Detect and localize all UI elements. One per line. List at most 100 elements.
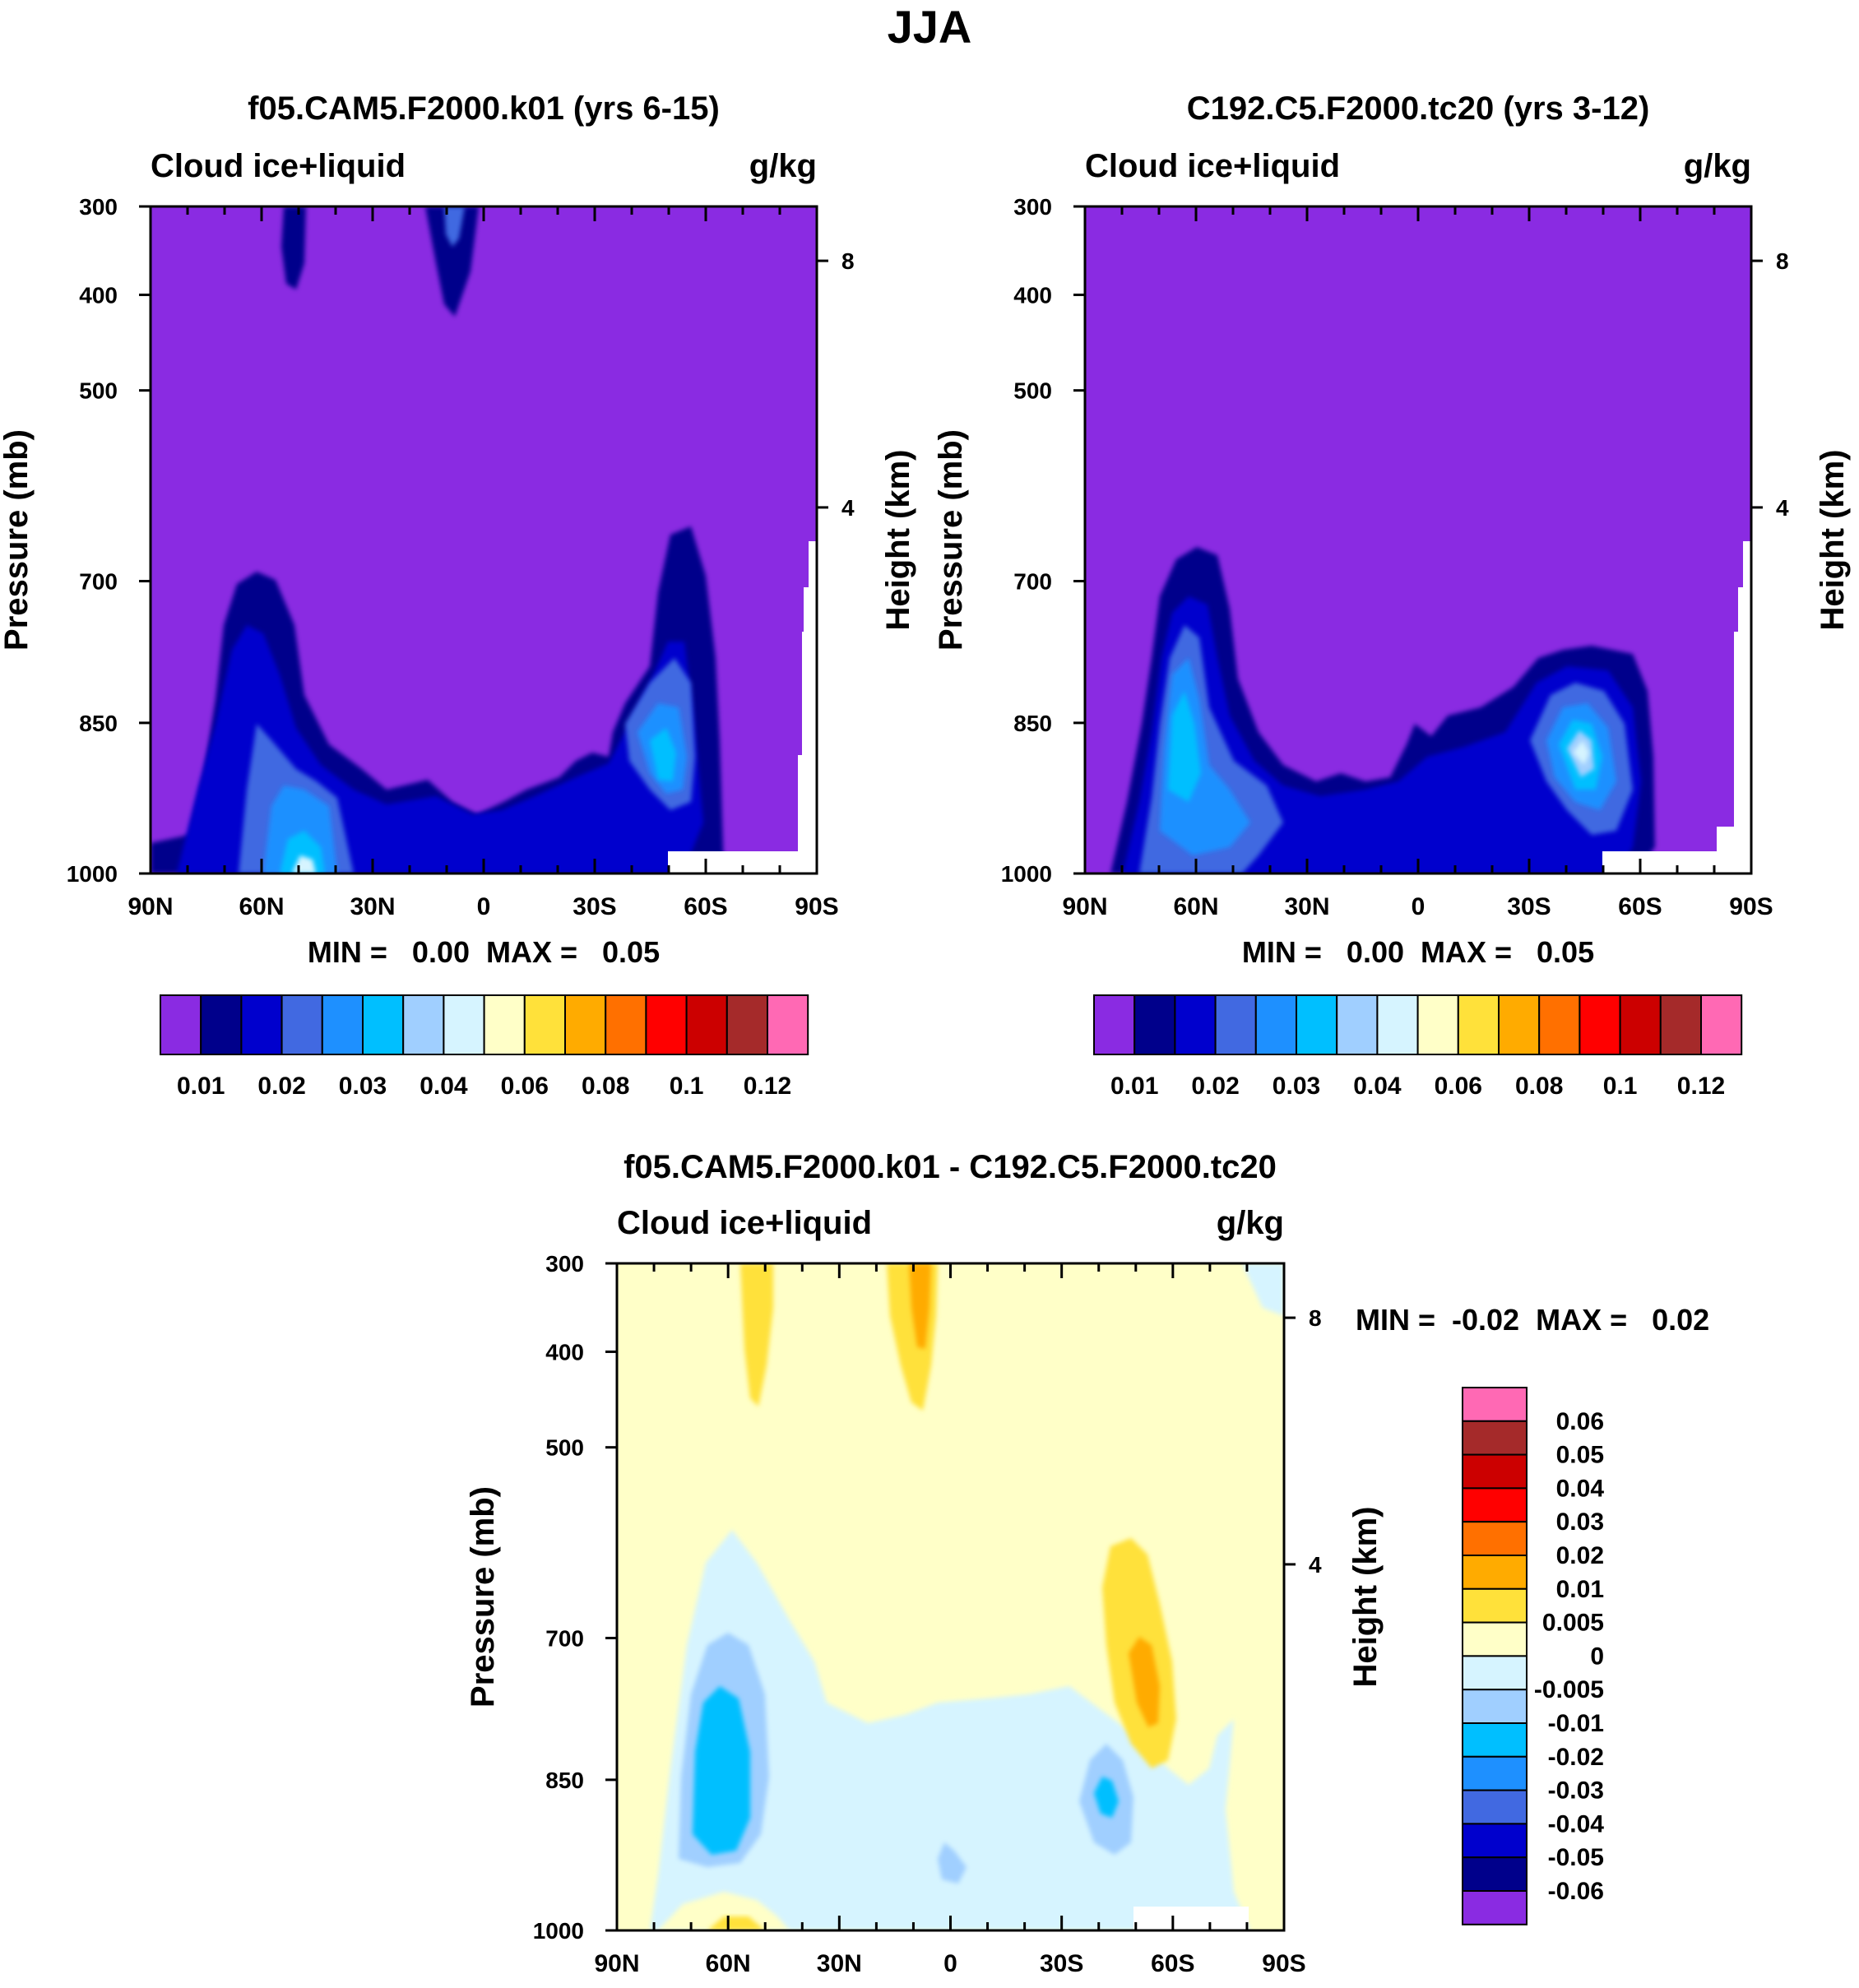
colorbar-level-label: 0.06: [501, 1073, 549, 1100]
panel-b-y-tick-label: 300: [1013, 194, 1052, 220]
colorbar-swatch: [402, 994, 445, 1055]
panel-a-contour-deepsky: [280, 831, 325, 874]
panel-b-contour-field: [1085, 206, 1751, 874]
panel-c-min-max: MIN = -0.02 MAX = 0.02: [1356, 1303, 1709, 1337]
panel-c-y-tick-label: 300: [545, 1251, 584, 1277]
colorbar-swatch: [1462, 1856, 1528, 1892]
panel-a-x-tick-label: 30N: [350, 893, 395, 920]
panel-b-min-max: MIN = 0.00 MAX = 0.05: [1242, 935, 1594, 969]
panel-b-x-tick-label: 30S: [1507, 893, 1551, 920]
colorbar-level-label: 0.04: [420, 1073, 468, 1100]
panel-a-missing-data: [668, 541, 817, 874]
colorbar-swatch: [1700, 994, 1743, 1055]
colorbar-level-label: 0.1: [1603, 1073, 1638, 1100]
panel-c-x-tick-label: 60S: [1151, 1950, 1194, 1977]
colorbar-swatch: [1254, 994, 1298, 1055]
panel-a-y-tick-label: 1000: [67, 861, 118, 887]
panel-c-contour-deepsky-south: [1094, 1777, 1119, 1818]
panel-b-height-axis-title: Height (km): [1815, 450, 1851, 631]
colorbar-swatch: [1579, 994, 1621, 1055]
panel-b-units-label: g/kg: [1684, 148, 1751, 184]
colorbar-level-label: 0.01: [177, 1073, 225, 1100]
colorbar-level-label: 0.02: [1191, 1073, 1239, 1100]
panel-a-min-max: MIN = 0.00 MAX = 0.05: [308, 935, 660, 969]
panel-c-y-tick-label: 700: [545, 1626, 584, 1652]
panel-a-y-tick-label: 400: [79, 282, 118, 308]
panel-a-contour-deepsky-south: [650, 728, 676, 781]
panel-b-x-tick-label: 90S: [1729, 893, 1773, 920]
colorbar-swatch: [645, 994, 688, 1055]
panel-c-y-tick-label: 850: [545, 1768, 584, 1793]
colorbar-level-label: -0.04: [1548, 1810, 1605, 1837]
colorbar-swatch: [1462, 1487, 1528, 1523]
panel-c-contour-lightblue-eq: [938, 1842, 967, 1884]
panel-c-height-axis-title: Height (km): [1347, 1507, 1384, 1688]
panel-c-variable-label: Cloud ice+liquid: [617, 1205, 872, 1241]
panel-c-height-tick-label: 8: [1309, 1305, 1322, 1331]
colorbar-level-label: 0.05: [1556, 1442, 1604, 1469]
panel-c-contour-paleblue-corner: [1242, 1263, 1284, 1316]
colorbar-level-label: 0.12: [1677, 1073, 1725, 1100]
panel-b-title: C192.C5.F2000.tc20 (yrs 3-12): [1187, 90, 1650, 127]
panel-difference: f05.CAM5.F2000.k01 - C192.C5.F2000.tc20 …: [465, 1149, 1709, 1977]
colorbar-swatch: [1376, 994, 1419, 1055]
colorbar-swatch: [1462, 1387, 1528, 1422]
colorbar-swatch: [1462, 1587, 1528, 1624]
colorbar-swatch: [1462, 1689, 1528, 1724]
colorbar-level-label: -0.03: [1548, 1777, 1604, 1805]
colorbar-swatch: [1462, 1555, 1528, 1590]
panel-b-colorbar: 0.01 0.02 0.03 0.04 0.06 0.08 0.1 0.12: [1093, 994, 1743, 1100]
panel-b-y-tick-label: 700: [1013, 569, 1052, 595]
colorbar-swatch: [443, 994, 485, 1055]
panel-a-height-tick-label: 8: [841, 248, 855, 274]
colorbar-swatch: [1462, 1521, 1528, 1556]
panel-a-units-label: g/kg: [749, 148, 817, 184]
colorbar-swatch: [1462, 1655, 1528, 1691]
colorbar-level-label: 0.12: [744, 1073, 791, 1100]
colorbar-level-label: -0.06: [1548, 1878, 1604, 1905]
colorbar-swatch: [1462, 1420, 1528, 1456]
colorbar-swatch: [1174, 994, 1217, 1055]
panel-b-x-tick-label: 0: [1412, 893, 1426, 920]
panel-b-axes: 90N 60N 30N 0 30S 60S 90S 300 400 500 700 850 1000 8 4…: [933, 194, 1851, 920]
colorbar-swatch: [1538, 994, 1581, 1055]
colorbar-swatch: [1296, 994, 1338, 1055]
colorbar-swatch: [1498, 994, 1541, 1055]
colorbar-swatch: [523, 994, 566, 1055]
colorbar-swatch: [280, 994, 323, 1055]
panel-b-x-tick-label: 60S: [1618, 893, 1662, 920]
colorbar-swatch: [1462, 1789, 1528, 1825]
page-title: JJA: [888, 1, 972, 53]
panel-c-y-axis-title: Pressure (mb): [465, 1486, 501, 1708]
colorbar-swatch: [200, 994, 243, 1055]
colorbar-level-label: 0.01: [1110, 1073, 1158, 1100]
panel-a-contour-field: [151, 206, 817, 874]
panel-c-y-tick-label: 500: [545, 1435, 584, 1461]
panel-a-contour-upper-tongue-center: [425, 206, 479, 317]
colorbar-swatch: [1659, 994, 1703, 1055]
panel-a-x-tick-label: 60N: [239, 893, 284, 920]
colorbar-level-label: 0.06: [1556, 1408, 1604, 1435]
panel-b-y-tick-label: 1000: [1001, 861, 1052, 887]
colorbar-level-label: -0.005: [1534, 1676, 1604, 1703]
colorbar-swatch: [1336, 994, 1379, 1055]
panel-a-variable-label: Cloud ice+liquid: [151, 148, 406, 184]
panel-b-variable-label: Cloud ice+liquid: [1085, 148, 1340, 184]
colorbar-swatch: [1619, 994, 1662, 1055]
panel-b-contour-deepsky: [1168, 691, 1201, 802]
panel-a-y-tick-label: 700: [79, 569, 118, 595]
panel-c-x-tick-label: 90N: [594, 1950, 639, 1977]
colorbar-swatch: [605, 994, 647, 1055]
panel-c-contour-cream-floor: [658, 1892, 790, 1930]
panel-c-x-tick-label: 90S: [1262, 1950, 1305, 1977]
colorbar-swatch: [240, 994, 283, 1055]
panel-b-y-tick-label: 850: [1013, 711, 1052, 736]
panel-b-missing-data: [1602, 541, 1751, 874]
colorbar-swatch: [726, 994, 768, 1055]
colorbar-level-label: 0.06: [1435, 1073, 1482, 1100]
panel-c-axes: 90N 60N 30N 0 30S 60S 90S 300 400 500 700 850 1000 8 4…: [465, 1251, 1384, 1977]
panel-b-x-tick-label: 60N: [1173, 893, 1218, 920]
colorbar-swatch: [1214, 994, 1257, 1055]
colorbar-level-label: 0.02: [1556, 1542, 1604, 1569]
panel-a-x-tick-label: 30S: [573, 893, 616, 920]
